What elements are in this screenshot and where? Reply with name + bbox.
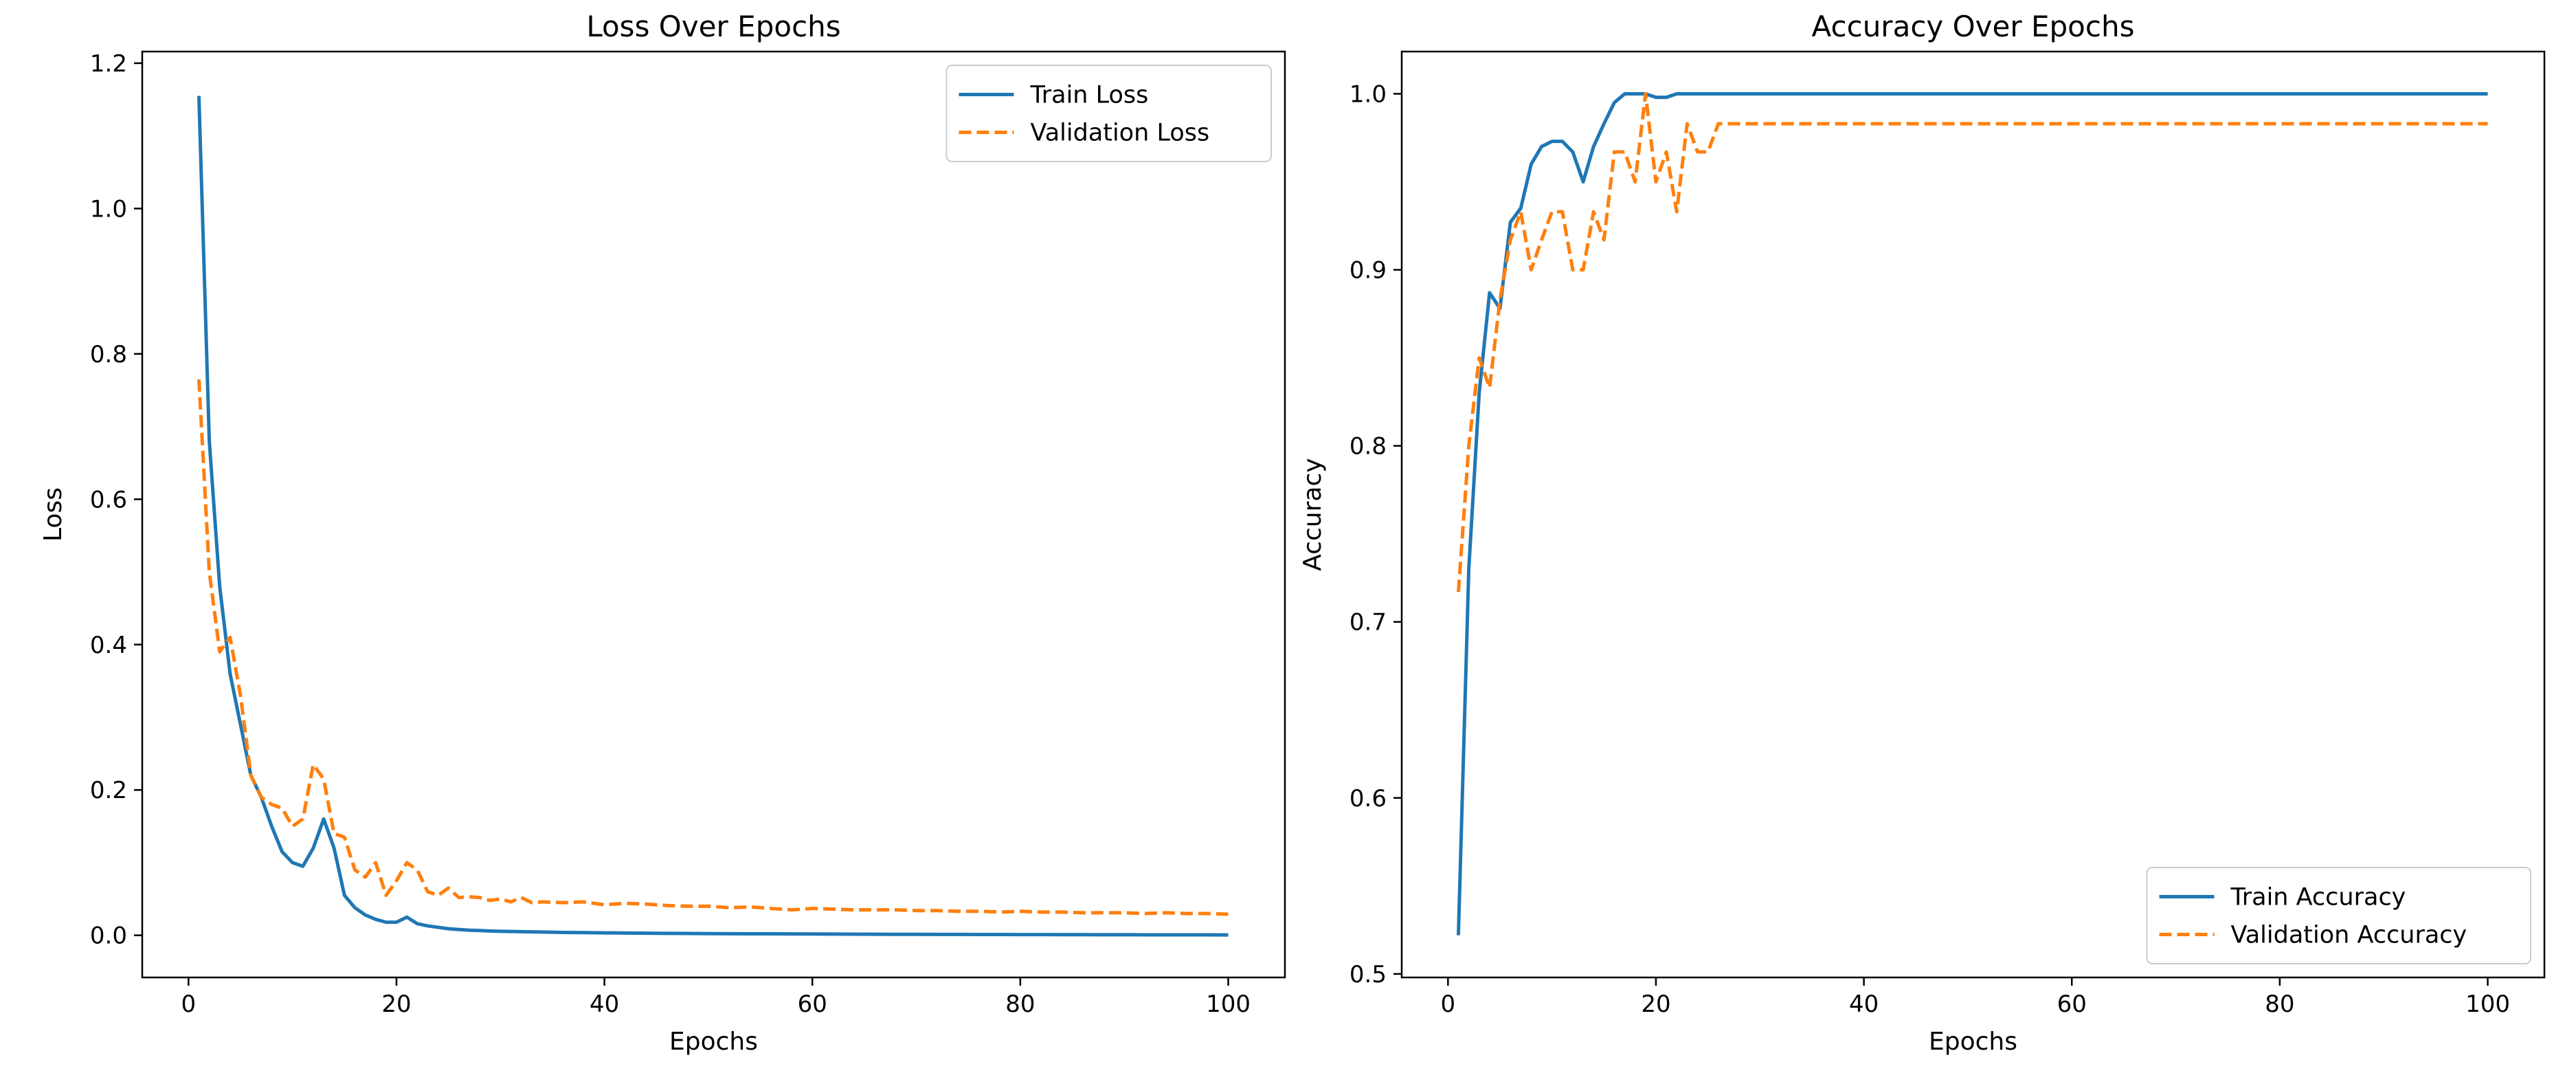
loss-y-tick-label: 0.8 bbox=[90, 341, 127, 368]
accuracy-x-axis-label: Epochs bbox=[1929, 1028, 2017, 1056]
accuracy-x-tick-label: 40 bbox=[1849, 991, 1879, 1018]
accuracy-x-tick-label: 100 bbox=[2465, 991, 2510, 1018]
accuracy-y-axis-label: Accuracy bbox=[1299, 458, 1327, 571]
loss-axes-frame bbox=[141, 50, 1286, 979]
loss-y-tick-label: 1.0 bbox=[90, 195, 127, 223]
loss-x-tick-label: 40 bbox=[590, 991, 619, 1018]
accuracy-y-tick-label: 0.7 bbox=[1349, 609, 1387, 637]
accuracy-series-validation-accuracy bbox=[1456, 91, 2488, 593]
loss-y-tick-label: 0.0 bbox=[90, 922, 127, 950]
loss-y-tick-label: 0.2 bbox=[90, 777, 127, 804]
loss-y-tick-label: 1.2 bbox=[90, 50, 127, 78]
loss-y-tick-label: 0.4 bbox=[90, 632, 127, 659]
accuracy-y-tick-label: 0.5 bbox=[1349, 961, 1387, 988]
loss-series-validation-loss bbox=[197, 379, 1229, 916]
accuracy-chart: 0 20 40 60 80 100 0.5 0.6 0.7 0.8 0.9 1.0 Accuracy O… bbox=[1299, 10, 2546, 1056]
accuracy-legend-box bbox=[2146, 867, 2531, 964]
accuracy-x-tick-label: 0 bbox=[1441, 991, 1456, 1018]
loss-x-tick-label: 80 bbox=[1005, 991, 1035, 1018]
loss-legend-label-train-loss: Train Loss bbox=[1030, 82, 1149, 109]
loss-legend-box bbox=[945, 65, 1272, 162]
accuracy-legend-label-train-accuracy: Train Accuracy bbox=[2230, 884, 2406, 911]
loss-x-tick-label: 0 bbox=[181, 991, 197, 1018]
accuracy-chart-title: Accuracy Over Epochs bbox=[1812, 10, 2135, 43]
loss-legend: Train Loss Validation Loss bbox=[945, 65, 1272, 162]
loss-chart: 0 20 40 60 80 100 0.0 0.2 0.4 0.6 0.8 1.0 1.2 Loss Ov… bbox=[39, 10, 1286, 1056]
loss-series-train-loss bbox=[197, 96, 1229, 937]
loss-x-tick-label: 20 bbox=[381, 991, 411, 1018]
accuracy-y-tick-label: 0.8 bbox=[1349, 433, 1387, 461]
accuracy-y-tick-label: 0.9 bbox=[1349, 257, 1387, 285]
accuracy-x-tick-label: 20 bbox=[1641, 991, 1670, 1018]
accuracy-y-tick-label: 1.0 bbox=[1349, 80, 1387, 108]
accuracy-x-tick-label: 60 bbox=[2057, 991, 2087, 1018]
accuracy-legend: Train Accuracy Validation Accuracy bbox=[2146, 867, 2531, 964]
loss-chart-title: Loss Over Epochs bbox=[586, 10, 840, 43]
loss-x-tick-label: 100 bbox=[1206, 991, 1251, 1018]
accuracy-x-tick-label: 80 bbox=[2265, 991, 2294, 1018]
accuracy-legend-label-validation-accuracy: Validation Accuracy bbox=[2231, 922, 2467, 949]
accuracy-y-tick-label: 0.6 bbox=[1349, 785, 1387, 812]
loss-y-tick-label: 0.6 bbox=[90, 486, 127, 513]
loss-legend-label-validation-loss: Validation Loss bbox=[1031, 120, 1210, 147]
accuracy-axes-frame bbox=[1400, 50, 2546, 979]
loss-y-axis-label: Loss bbox=[39, 487, 67, 542]
loss-x-axis-label: Epochs bbox=[669, 1028, 758, 1056]
loss-x-tick-label: 60 bbox=[798, 991, 827, 1018]
